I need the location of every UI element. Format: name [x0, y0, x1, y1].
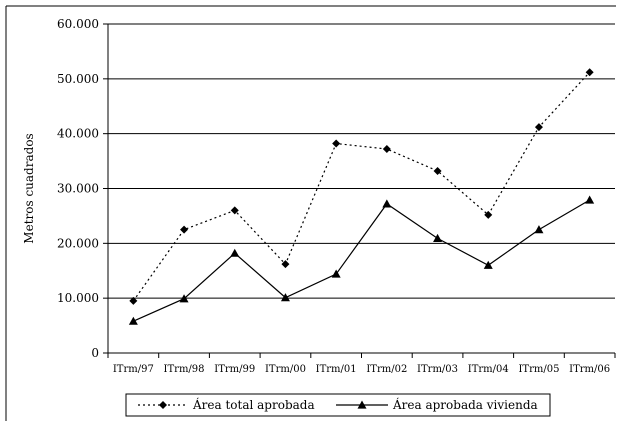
triangle-marker	[280, 293, 290, 302]
y-axis-title: Metros cuadrados	[22, 133, 36, 243]
triangle-marker	[230, 248, 240, 257]
y-tick-label: 10.000	[57, 291, 99, 305]
triangle-marker	[382, 199, 392, 208]
y-tick-label: 30.000	[57, 182, 99, 196]
series-area-vivienda	[128, 195, 595, 325]
x-tick-label: ITrm/98	[164, 364, 205, 375]
triangle-marker	[483, 260, 493, 269]
series-line	[133, 199, 590, 322]
x-tick-label: ITrm/04	[468, 364, 509, 375]
y-tick-label: 20.000	[57, 236, 99, 250]
diamond-marker	[484, 210, 493, 219]
y-tick-label: 60.000	[57, 17, 99, 31]
triangle-marker	[357, 400, 367, 409]
diamond-marker	[382, 145, 391, 154]
y-tick-label: 0	[91, 346, 99, 360]
triangle-marker	[534, 225, 544, 234]
diamond-marker	[433, 166, 442, 175]
diamond-marker	[180, 225, 189, 234]
diamond-marker	[332, 139, 341, 148]
legend: Área total aprobada Área aprobada viviend…	[125, 393, 551, 417]
diamond-marker	[281, 260, 290, 269]
x-tick-label: ITrm/06	[569, 364, 610, 375]
x-tick-label: ITrm/00	[265, 364, 306, 375]
diamond-marker	[159, 401, 167, 409]
x-tick-label: ITrm/03	[417, 364, 458, 375]
diamond-marker	[230, 206, 239, 215]
legend-label: Área aprobada vivienda	[392, 397, 538, 412]
legend-entry-area-total: Área total aprobada	[138, 397, 315, 412]
legend-label: Área total aprobada	[192, 397, 315, 412]
diamond-marker	[129, 296, 138, 305]
x-tick-label: ITrm/02	[366, 364, 407, 375]
y-tick-label: 50.000	[57, 72, 99, 86]
y-tick-label: 40.000	[57, 127, 99, 141]
diamond-marker	[585, 68, 594, 77]
x-tick-label: ITrm/97	[113, 364, 154, 375]
series-line	[132, 71, 591, 302]
triangle-marker	[331, 269, 341, 278]
triangle-marker	[585, 195, 595, 204]
x-tick-label: ITrm/05	[518, 364, 559, 375]
series-area-total	[129, 68, 594, 305]
x-tick-label: ITrm/01	[316, 364, 357, 375]
triangle-marker	[433, 233, 443, 242]
legend-entry-area-vivienda: Área aprobada vivienda	[336, 397, 538, 412]
triangle-marker	[179, 294, 189, 303]
triangle-marker	[128, 316, 138, 325]
x-tick-label: ITrm/99	[214, 364, 255, 375]
diamond-marker	[534, 123, 543, 132]
